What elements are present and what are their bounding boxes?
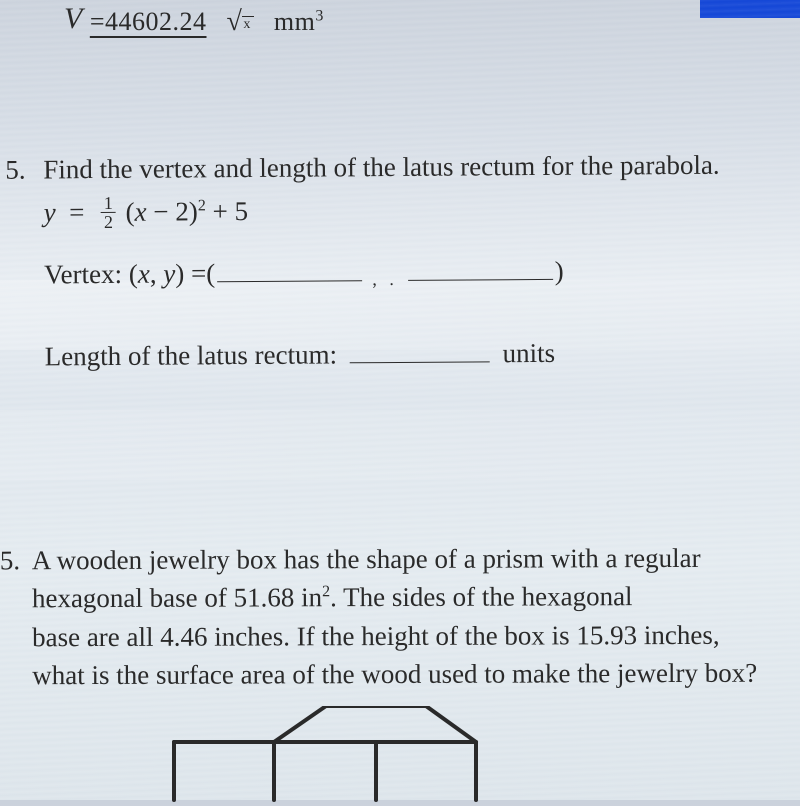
sqrt-icon: x: [227, 6, 254, 38]
question-5: 5. Find the vertex and length of the lat…: [5, 145, 781, 376]
question-body: Find the vertex and length of the latus …: [43, 145, 781, 376]
question-prompt: Find the vertex and length of the latus …: [43, 145, 779, 189]
question-6: 5. A wooden jewelry box has the shape of…: [0, 539, 776, 695]
variable-v: V: [64, 2, 83, 35]
vertex-x-blank[interactable]: [217, 257, 362, 282]
vertex-y-blank[interactable]: [408, 256, 553, 281]
unit-mm: mm: [274, 7, 315, 36]
comma-separator: , .: [372, 266, 398, 292]
unit-exponent: 3: [315, 7, 324, 24]
window-titlebar-fragment: [700, 0, 800, 18]
glare-band: [0, 410, 800, 480]
vertex-answer-line: Vertex: (x, y) =(, .): [44, 251, 780, 295]
answer-value: =44602.24: [90, 7, 207, 36]
fraction-half: 1 2: [101, 194, 116, 231]
question-number: 5.: [0, 541, 20, 579]
hexagonal-prism-diagram: [116, 706, 536, 806]
latus-answer-line: Length of the latus rectum: units: [45, 332, 781, 376]
previous-answer-fragment: V =44602.24 x mm3: [64, 4, 324, 38]
parabola-equation: y = 1 2 (x − 2)2 + 5: [44, 188, 780, 233]
question-number: 5.: [5, 151, 26, 190]
latus-blank[interactable]: [350, 338, 490, 363]
question-body: A wooden jewelry box has the shape of a …: [32, 539, 777, 695]
